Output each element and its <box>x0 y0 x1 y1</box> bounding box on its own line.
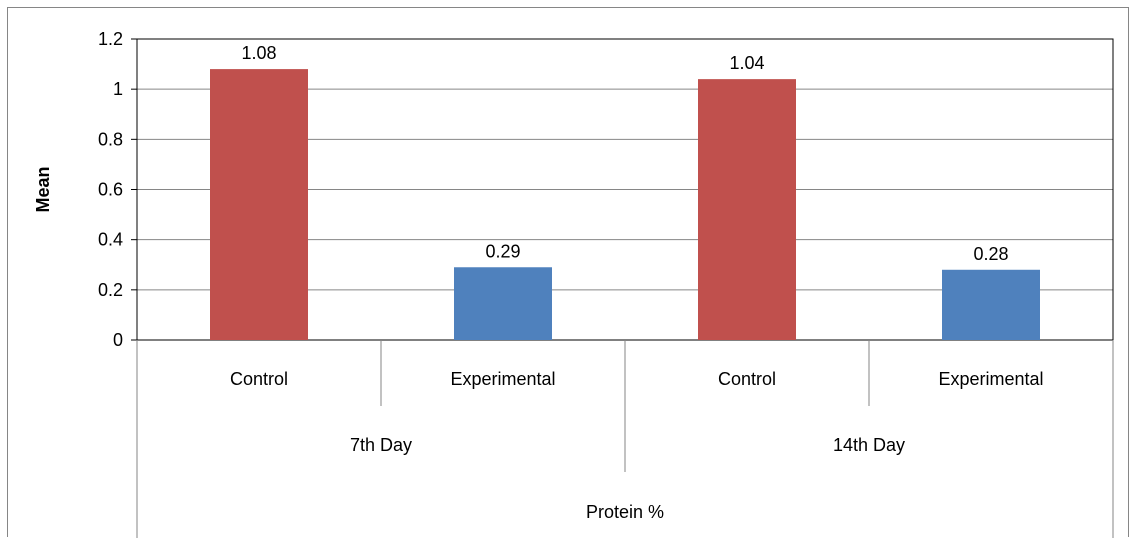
bar-chart: 0 0.2 0.4 0.6 0.8 1 1.2 1.08 0.29 1.04 0.28 Control… <box>33 29 1114 538</box>
category-label: Experimental <box>450 369 555 389</box>
data-label: 0.28 <box>973 244 1008 264</box>
data-label: 1.04 <box>729 53 764 73</box>
supergroup-label: Protein % <box>586 502 664 522</box>
bar-control-14th-day <box>698 79 796 340</box>
y-tick-label: 1 <box>113 79 123 99</box>
chart-frame: 0 0.2 0.4 0.6 0.8 1 1.2 1.08 0.29 1.04 0.28 Control… <box>7 7 1129 538</box>
y-axis-title: Mean <box>33 166 53 212</box>
y-tick-label: 0.2 <box>98 280 123 300</box>
y-tick-label: 0.4 <box>98 230 123 250</box>
bar-experimental-7th-day <box>454 267 552 340</box>
y-tick-label: 0 <box>113 330 123 350</box>
data-label: 0.29 <box>485 241 520 261</box>
group-label: 7th Day <box>350 435 412 455</box>
category-label: Experimental <box>938 369 1043 389</box>
category-label: Control <box>230 369 288 389</box>
y-tick-label: 1.2 <box>98 29 123 49</box>
bar-experimental-14th-day <box>942 269 1040 340</box>
category-label: Control <box>718 369 776 389</box>
y-tick-label: 0.8 <box>98 129 123 149</box>
group-label: 14th Day <box>833 435 905 455</box>
data-label: 1.08 <box>241 43 276 63</box>
bar-control-7th-day <box>210 69 308 340</box>
y-tick-label: 0.6 <box>98 180 123 200</box>
